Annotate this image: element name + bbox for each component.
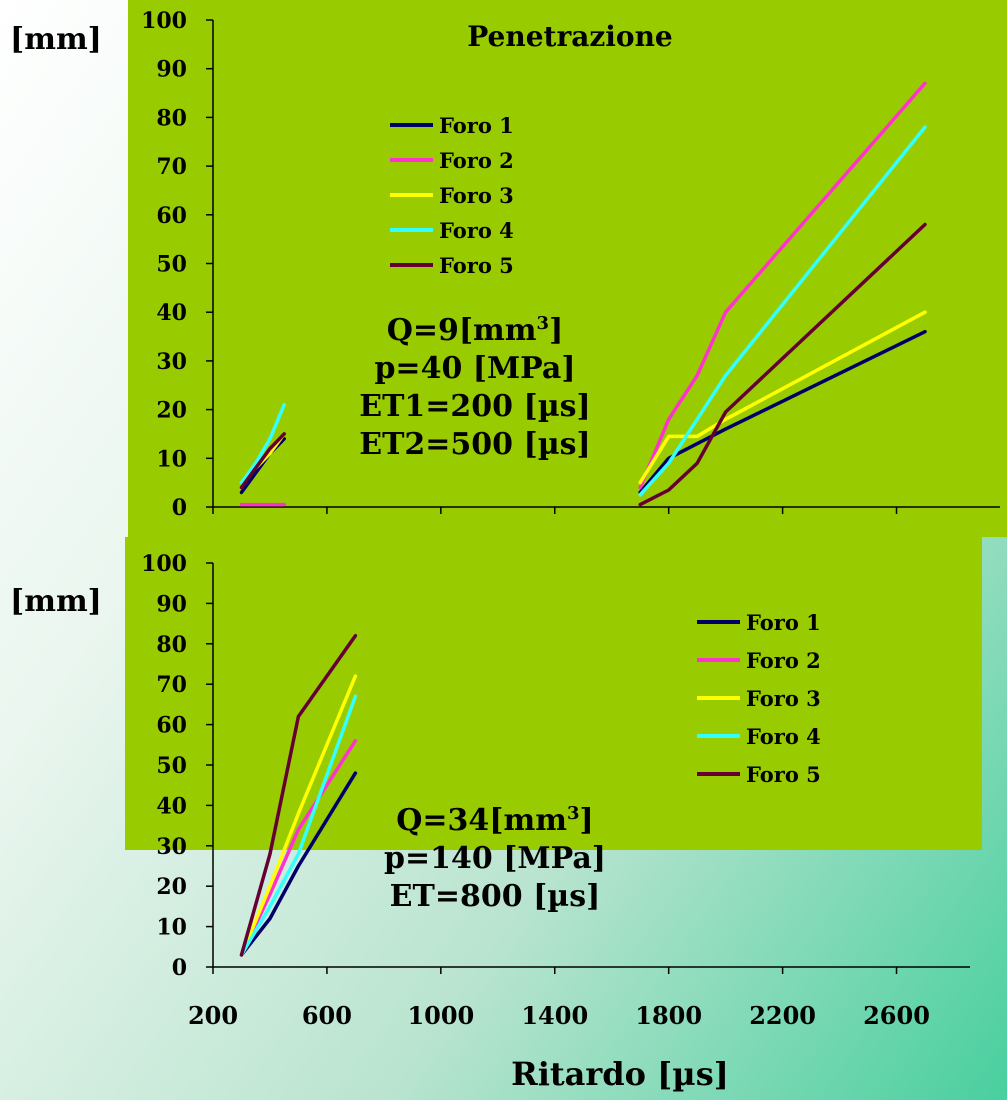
- bottom-y-tick-label: 50: [156, 753, 187, 779]
- top-series-line-foro-5: [638, 222, 927, 507]
- top-y-tick-label: 90: [156, 57, 187, 83]
- bottom-y-tick-label: 70: [156, 672, 187, 698]
- bottom-series-line-foro-1: [239, 771, 358, 957]
- bottom-y-tick-label: 20: [156, 874, 187, 900]
- top-series-line-foro-5: [239, 432, 286, 490]
- bottom-y-tick-label: 30: [156, 834, 187, 860]
- top-series-line-foro-1: [239, 437, 286, 495]
- top-chart-title: Penetrazione: [467, 20, 673, 53]
- top-chart-annotation: Q=9[mm3] p=40 [MPa] ET1=200 [µs] ET2=500…: [325, 305, 625, 464]
- bottom-series-line-foro-5: [239, 633, 358, 957]
- bottom-y-tick-label: 0: [172, 955, 187, 981]
- top-series-line-foro-3: [638, 310, 927, 485]
- top-series-line-foro-4: [638, 125, 927, 497]
- bottom-x-tick-label: 2600: [863, 1001, 930, 1030]
- top-series-line-foro-2: [638, 81, 927, 490]
- top-y-tick-label: 0: [172, 495, 187, 521]
- bottom-y-tick-label: 90: [156, 591, 187, 617]
- bottom-legend-label: Foro 5: [746, 762, 821, 787]
- top-legend-label: Foro 4: [439, 218, 514, 243]
- top-legend-label: Foro 5: [439, 253, 514, 278]
- bottom-x-tick-label: 1800: [635, 1001, 702, 1030]
- top-legend-label: Foro 2: [439, 148, 514, 173]
- bottom-x-tick-label: 2200: [749, 1001, 816, 1030]
- bottom-y-tick-label: 100: [141, 551, 187, 577]
- top-series-line-foro-4: [239, 402, 286, 485]
- top-y-tick-label: 10: [156, 446, 187, 472]
- bottom-legend-label: Foro 3: [746, 686, 821, 711]
- top-y-tick-label: 40: [156, 300, 187, 326]
- bottom-x-tick-label: 1000: [407, 1001, 474, 1030]
- annotation-line: ET2=500 [µs]: [359, 427, 591, 462]
- bottom-x-tick-label: 600: [302, 1001, 352, 1030]
- annotation-line: Q=9[mm3]: [386, 313, 564, 348]
- bottom-y-tick-label: 10: [156, 915, 187, 941]
- bottom-y-tick-label: 80: [156, 632, 187, 658]
- bottom-y-axis-label: [mm]: [10, 584, 102, 619]
- top-y-tick-label: 50: [156, 252, 187, 278]
- top-y-tick-label: 20: [156, 398, 187, 424]
- bottom-x-tick-label: 1400: [521, 1001, 588, 1030]
- top-legend-label: Foro 3: [439, 183, 514, 208]
- bottom-chart-annotation: Q=34[mm3] p=140 [MPa] ET=800 [µs]: [345, 795, 645, 916]
- top-y-tick-label: 30: [156, 349, 187, 375]
- annotation-line: p=140 [MPa]: [384, 841, 606, 876]
- top-y-tick-label: 70: [156, 154, 187, 180]
- bottom-legend-label: Foro 4: [746, 724, 821, 749]
- bottom-series-line-foro-4: [239, 694, 358, 957]
- top-series-line-foro-1: [638, 329, 927, 495]
- top-y-tick-label: 60: [156, 203, 187, 229]
- top-y-tick-label: 80: [156, 105, 187, 131]
- bottom-y-tick-label: 40: [156, 793, 187, 819]
- bottom-series-line-foro-3: [239, 674, 358, 957]
- bottom-chart-panel: [125, 537, 982, 850]
- bottom-x-tick-label: 200: [188, 1001, 238, 1030]
- top-legend-label: Foro 1: [439, 113, 514, 138]
- x-axis-title: Ritardo [µs]: [511, 1055, 729, 1093]
- annotation-line: Q=34[mm3]: [396, 803, 594, 838]
- top-y-tick-label: 100: [141, 8, 187, 34]
- annotation-line: p=40 [MPa]: [374, 351, 576, 386]
- annotation-line: ET=800 [µs]: [389, 879, 601, 914]
- top-y-axis-label: [mm]: [10, 22, 102, 57]
- bottom-legend-label: Foro 1: [746, 610, 821, 635]
- bottom-legend-label: Foro 2: [746, 648, 821, 673]
- annotation-line: ET1=200 [µs]: [359, 389, 591, 424]
- bottom-y-tick-label: 60: [156, 713, 187, 739]
